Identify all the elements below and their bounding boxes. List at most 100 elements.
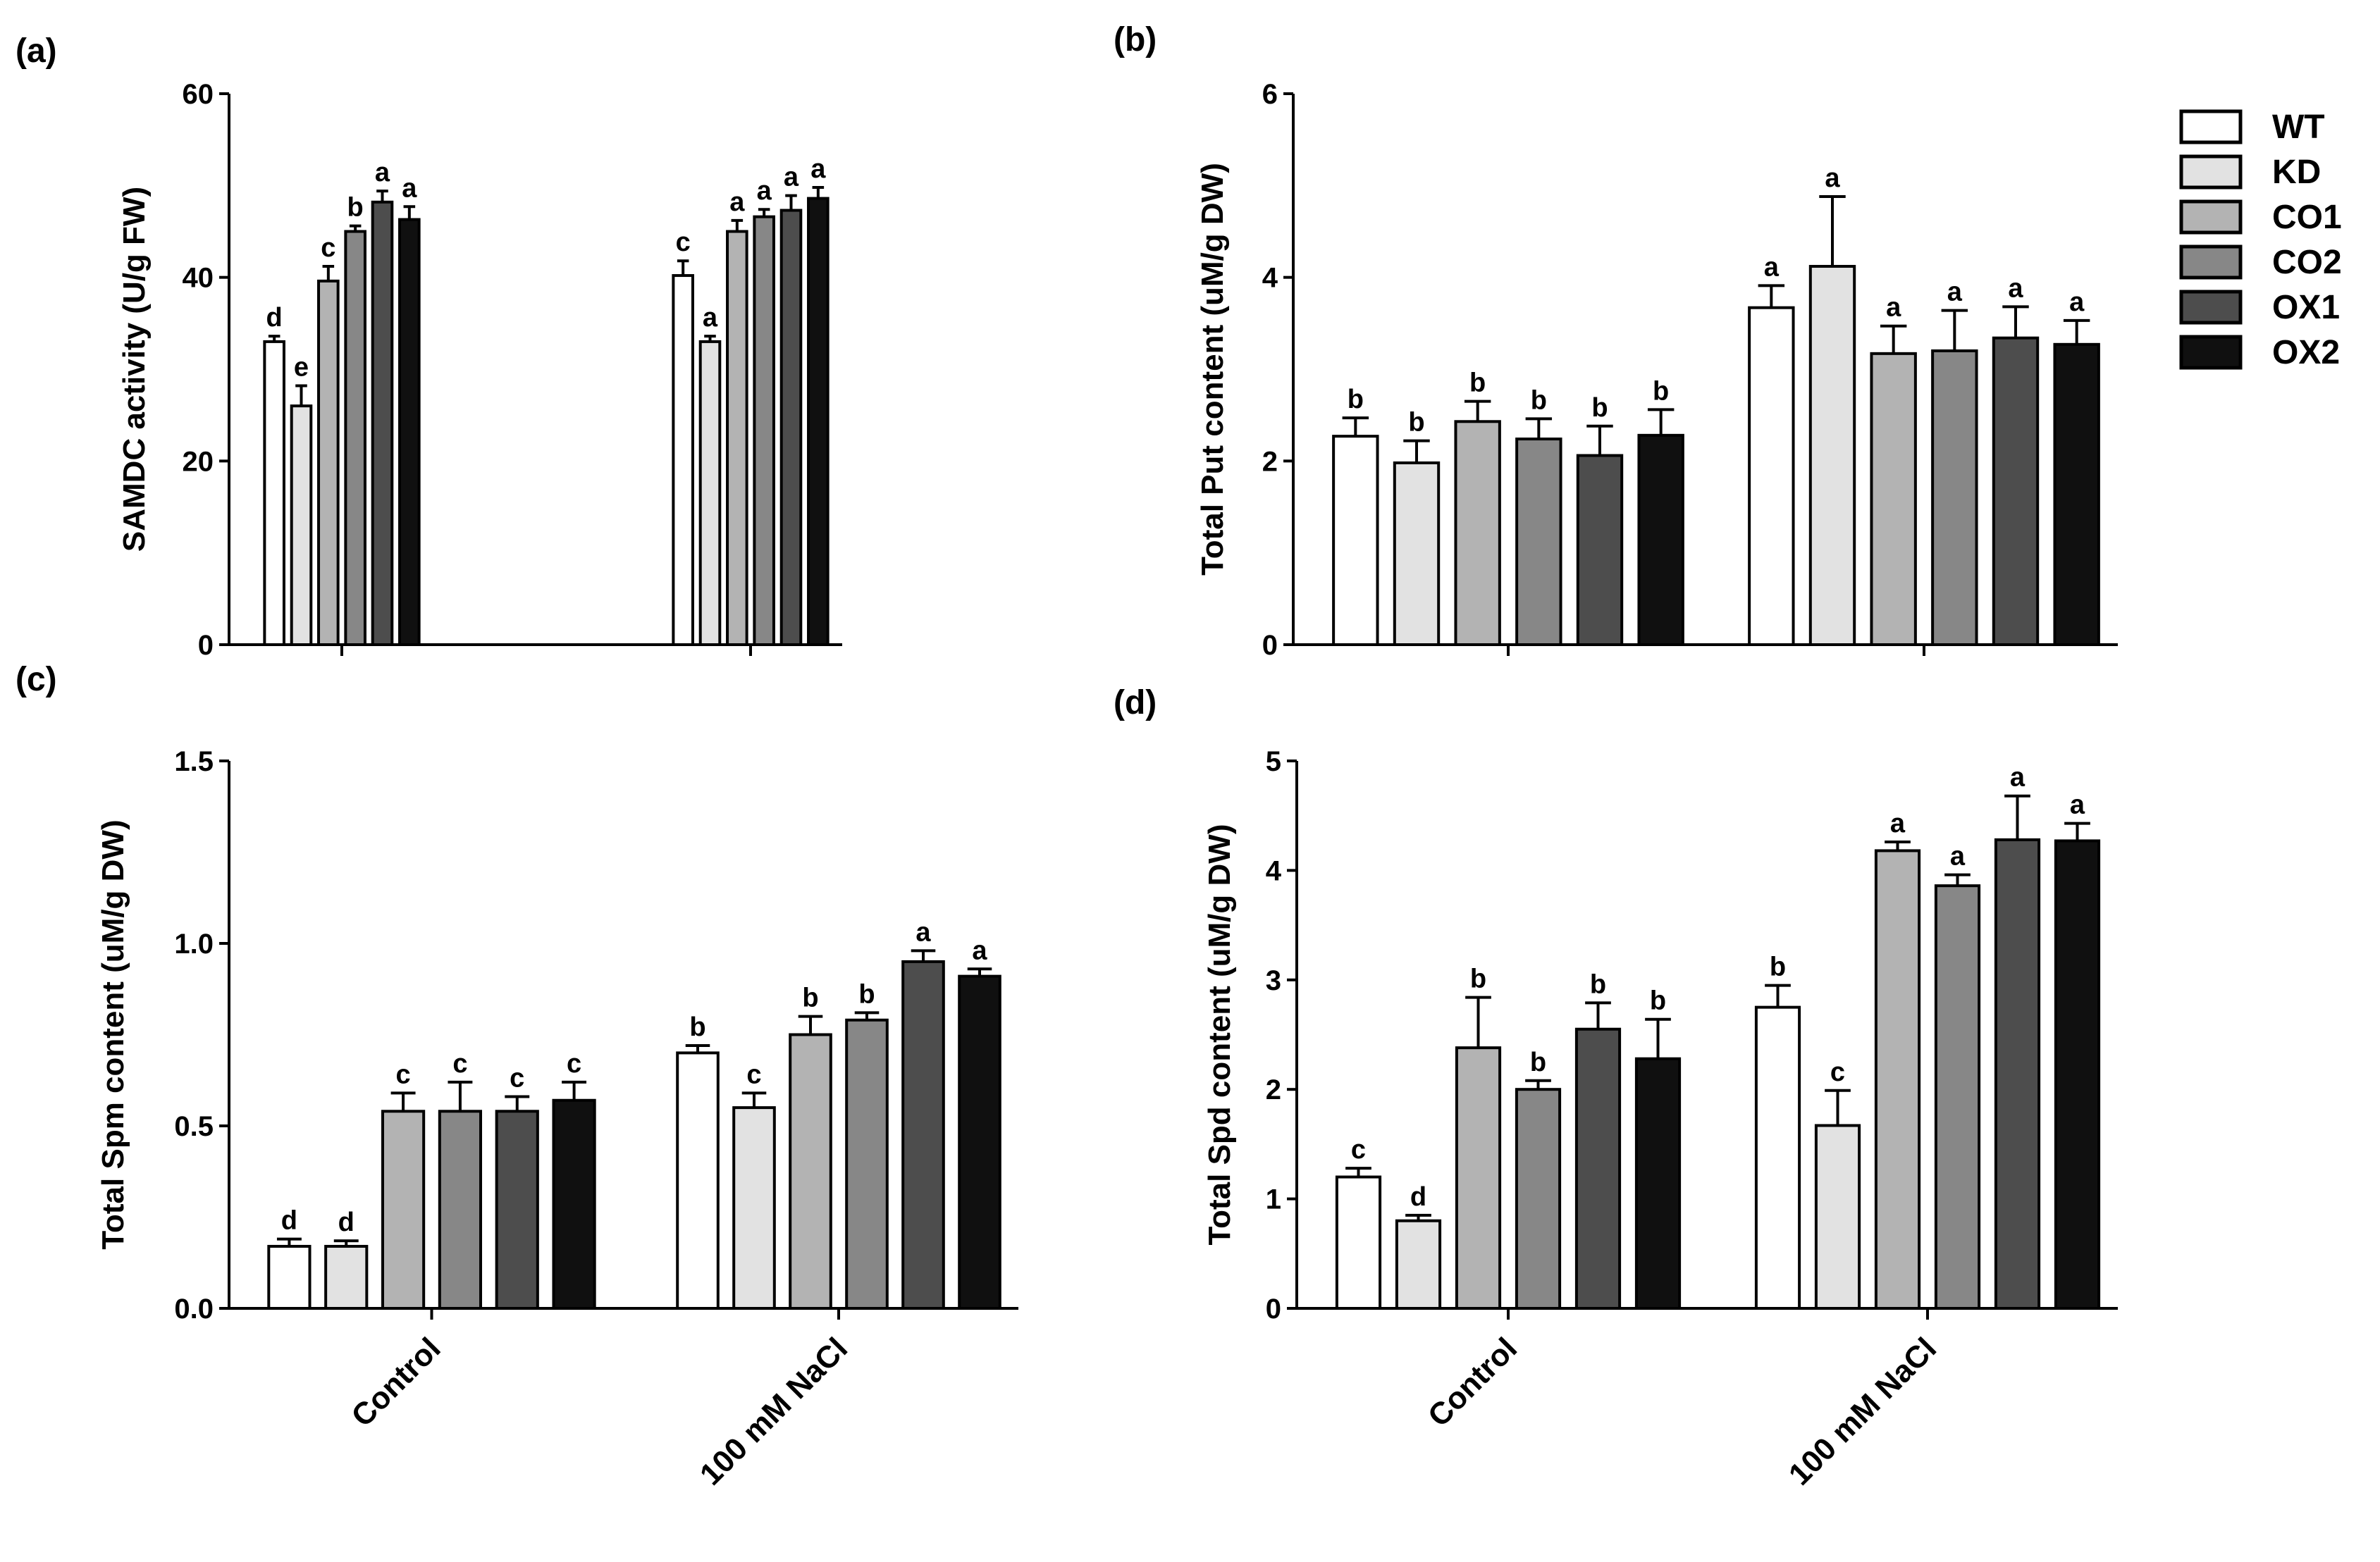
category-label: 100 mM NaCl xyxy=(693,1331,854,1492)
significance-letter: a xyxy=(1890,809,1906,838)
category-label: Control xyxy=(1422,1331,1524,1433)
significance-letter: d xyxy=(281,1206,297,1236)
y-tick-label: 0 xyxy=(1266,1294,1281,1325)
significance-letter: b xyxy=(1650,986,1666,1016)
y-axis-title: Total Spd content (uM/g DW) xyxy=(1202,824,1237,1246)
bar-kd xyxy=(1395,1219,1442,1310)
y-tick-label: 40 xyxy=(183,263,214,294)
bar-kd xyxy=(1808,265,1856,646)
bar-wt xyxy=(1748,306,1795,646)
category-label: 100 mM NaCl xyxy=(1782,1331,1943,1492)
significance-letter: a xyxy=(1764,252,1780,282)
bar-ox2 xyxy=(1634,1057,1682,1310)
bar-wt xyxy=(263,340,285,646)
bar-co2 xyxy=(753,215,775,646)
legend-swatch-wt xyxy=(2179,109,2243,144)
y-tick-label: 1 xyxy=(1266,1184,1281,1215)
bar-co1 xyxy=(1454,420,1501,646)
legend-swatch-ox1 xyxy=(2179,290,2243,325)
bar-co2 xyxy=(1515,1088,1562,1310)
panel-label: (a) xyxy=(16,32,57,70)
y-tick-label: 1.5 xyxy=(174,746,214,777)
significance-letter: a xyxy=(915,917,931,947)
significance-letter: b xyxy=(1469,368,1486,398)
y-tick-label: 60 xyxy=(183,79,214,110)
significance-letter: a xyxy=(2070,791,2085,820)
significance-letter: b xyxy=(802,984,818,1013)
bar-ox2 xyxy=(398,218,421,647)
category-label: Control xyxy=(345,1331,447,1433)
y-tick-label: 0 xyxy=(198,630,214,661)
significance-letter: c xyxy=(510,1064,524,1093)
significance-letter: b xyxy=(1348,385,1364,414)
significance-letter: c xyxy=(567,1049,581,1079)
bar-co1 xyxy=(381,1110,426,1310)
bar-co2 xyxy=(1515,438,1562,646)
significance-letter: b xyxy=(1470,965,1486,994)
chart-panel: (c) 0.0 0.5 1.0 1.5 Total Spm content (uM/g D… xyxy=(16,661,1018,1492)
significance-letter: d xyxy=(1410,1182,1426,1212)
significance-letter: a xyxy=(2008,273,2023,303)
significance-letter: a xyxy=(2010,763,2026,793)
y-tick-label: 2 xyxy=(1262,446,1278,477)
significance-letter: b xyxy=(1770,953,1786,982)
bar-co1 xyxy=(1874,849,1921,1310)
bar-kd xyxy=(324,1244,369,1310)
legend-swatch-co2 xyxy=(2179,244,2243,280)
y-axis-title: SAMDC activity (U/g FW) xyxy=(117,187,152,552)
bar-ox1 xyxy=(1992,336,2040,646)
significance-letter: b xyxy=(1530,1048,1546,1077)
bar-wt xyxy=(1332,435,1379,646)
significance-letter: a xyxy=(810,154,826,184)
bar-ox2 xyxy=(2053,342,2100,646)
significance-letter: a xyxy=(729,187,745,217)
significance-letter: a xyxy=(703,303,718,333)
bar-kd xyxy=(290,404,313,647)
legend-label: KD xyxy=(2272,154,2321,191)
bar-co2 xyxy=(845,1018,889,1310)
y-tick-label: 5 xyxy=(1266,746,1281,777)
bar-ox2 xyxy=(1637,433,1684,647)
y-axis-title: Total Put content (uM/g DW) xyxy=(1195,163,1230,576)
bar-co1 xyxy=(1455,1046,1502,1310)
significance-letter: b xyxy=(1653,376,1669,406)
bar-ox1 xyxy=(495,1110,539,1310)
significance-letter: a xyxy=(2069,287,2085,317)
bar-ox1 xyxy=(1576,454,1624,646)
legend-label: CO2 xyxy=(2272,244,2342,281)
significance-letter: c xyxy=(676,228,691,257)
bar-co1 xyxy=(317,279,340,646)
bar-ox2 xyxy=(552,1098,596,1310)
legend-swatch-co1 xyxy=(2179,199,2243,235)
legend-label: OX2 xyxy=(2272,334,2340,371)
bar-kd xyxy=(1393,461,1441,646)
bar-co2 xyxy=(1934,884,1981,1310)
legend-label: WT xyxy=(2272,109,2325,146)
y-tick-label: 1.0 xyxy=(174,929,214,960)
bar-ox1 xyxy=(779,209,803,647)
significance-letter: c xyxy=(321,233,335,263)
bar-co2 xyxy=(438,1110,483,1310)
bar-ox1 xyxy=(1994,838,2041,1310)
bar-co1 xyxy=(1870,352,1917,646)
significance-letter: d xyxy=(338,1208,354,1237)
legend: WT KD CO1 CO2 OX1 OX2 xyxy=(2179,109,2342,371)
bar-co2 xyxy=(344,230,366,646)
significance-letter: a xyxy=(1886,293,1901,323)
significance-letter: a xyxy=(1947,278,1963,307)
y-tick-label: 4 xyxy=(1266,855,1282,886)
y-tick-label: 0.0 xyxy=(174,1294,214,1325)
y-tick-label: 0.5 xyxy=(174,1111,214,1142)
legend-label: OX1 xyxy=(2272,289,2340,326)
bar-ox2 xyxy=(958,974,1001,1310)
panel-label: (d) xyxy=(1114,684,1157,721)
bar-wt xyxy=(676,1051,720,1310)
bar-ox1 xyxy=(901,960,945,1310)
significance-letter: a xyxy=(1825,163,1840,193)
y-tick-label: 3 xyxy=(1266,965,1281,996)
legend-label: CO1 xyxy=(2272,199,2342,236)
significance-letter: c xyxy=(746,1060,761,1089)
bar-ox1 xyxy=(1574,1027,1622,1310)
panel-label: (b) xyxy=(1114,21,1157,58)
